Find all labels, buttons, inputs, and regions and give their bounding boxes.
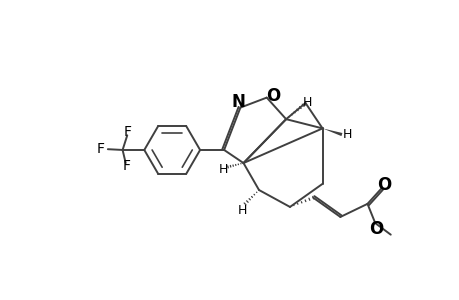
Polygon shape [322,128,341,136]
Text: F: F [96,142,105,156]
Text: O: O [265,87,280,105]
Text: H: H [342,128,351,141]
Text: N: N [230,93,245,111]
Text: H: H [302,96,312,109]
Text: F: F [122,159,130,173]
Text: H: H [218,163,228,176]
Text: O: O [368,220,382,238]
Text: O: O [376,176,390,194]
Text: H: H [237,203,246,217]
Text: F: F [124,125,132,139]
